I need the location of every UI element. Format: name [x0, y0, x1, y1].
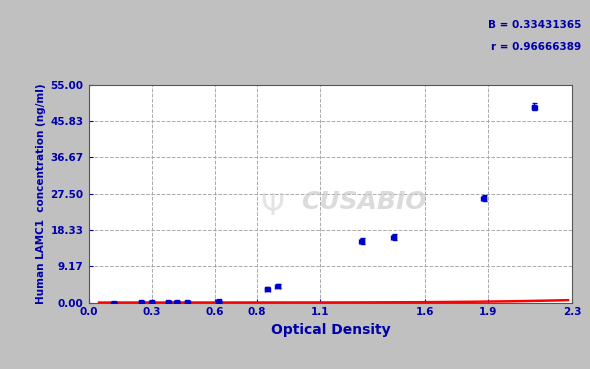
Text: B = 0.33431365: B = 0.33431365: [488, 20, 581, 30]
Text: Ψ: Ψ: [260, 192, 284, 221]
X-axis label: Optical Density: Optical Density: [271, 323, 390, 337]
Text: r = 0.96666389: r = 0.96666389: [491, 42, 581, 52]
Text: CUSABIO: CUSABIO: [301, 190, 427, 214]
Y-axis label: Human LAMC1  concentration (ng/ml): Human LAMC1 concentration (ng/ml): [37, 83, 47, 304]
